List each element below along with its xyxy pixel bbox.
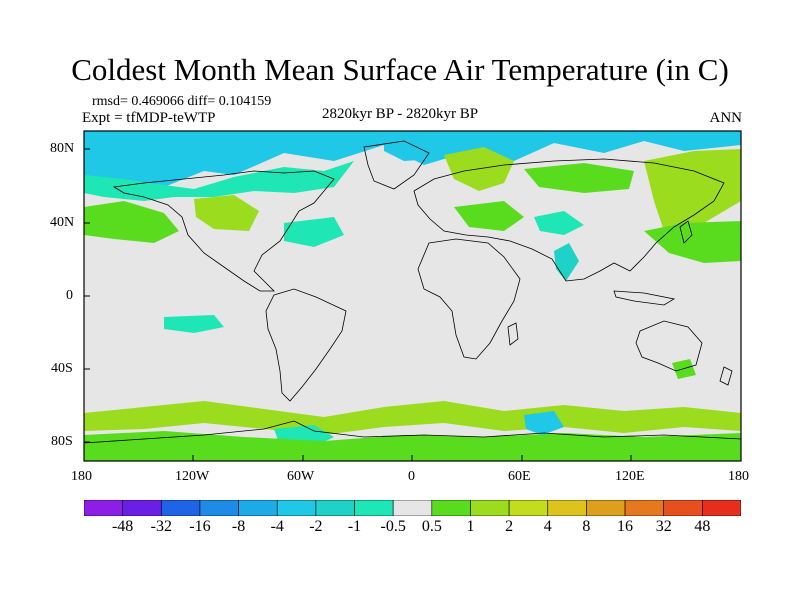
colorbar xyxy=(84,500,741,516)
anomaly-region-north-atlantic-cool xyxy=(284,217,344,247)
season-label: ANN xyxy=(709,110,743,126)
colorbar-swatch-16 xyxy=(702,500,741,516)
colorbar-label-8: 0.5 xyxy=(421,518,442,535)
lat-tick-40s: 40S xyxy=(51,361,73,376)
anomaly-region-asia-cool xyxy=(534,211,584,235)
lat-tick-40n: 40N xyxy=(50,215,75,230)
colorbar-swatch-1 xyxy=(122,500,162,516)
coastline-japan xyxy=(679,220,693,244)
map-title: Coldest Month Mean Surface Air Temperatu… xyxy=(71,52,729,87)
colorbar-swatch-6 xyxy=(315,500,355,516)
lon-tick-60w: 60W xyxy=(287,469,315,484)
anomaly-region-north-pacific-warm xyxy=(84,201,179,243)
lat-tick-80s: 80S xyxy=(51,434,73,449)
anomaly-region-canada-warm xyxy=(194,195,259,231)
colorbar-label-3: -8 xyxy=(231,518,246,535)
colorbar-label-11: 4 xyxy=(543,518,552,535)
anomaly-region-greenland-cool xyxy=(384,131,454,161)
anomaly-region-antarctica-warm xyxy=(84,431,741,461)
colorbar-swatch-11 xyxy=(508,500,549,516)
anomaly-region-arctic-cool-2 xyxy=(84,161,354,201)
lon-tick-60e: 60E xyxy=(508,469,531,484)
coastline-greenland xyxy=(363,140,430,190)
colorbar-swatch-4 xyxy=(238,500,278,516)
period-label: 2820kyr BP - 2820kyr BP xyxy=(321,106,479,122)
coastline-africa xyxy=(417,238,521,360)
lat-tick-80n: 80N xyxy=(50,141,75,156)
colorbar-swatch-0 xyxy=(84,500,123,516)
colorbar-label-13: 16 xyxy=(617,518,634,535)
anomaly-region-west-pacific-warm xyxy=(644,221,741,263)
colorbar-swatch-14 xyxy=(624,500,665,516)
anomaly-region-antarctica-cool xyxy=(524,411,564,435)
experiment-label: Expt = tfMDP-teWTP xyxy=(82,110,216,126)
coastline-antarctica xyxy=(83,420,742,444)
colorbar-label-0: -48 xyxy=(111,518,134,535)
colorbar-swatch-8 xyxy=(392,500,433,516)
anomaly-regions xyxy=(84,131,741,461)
lon-tick-180e: 180 xyxy=(728,469,749,484)
anomaly-region-southern-ocean-warm xyxy=(84,401,741,435)
coastlines xyxy=(83,140,742,444)
lat-tick-eq: 0 xyxy=(66,288,73,303)
colorbar-swatch-10 xyxy=(470,500,510,516)
coastline-indonesia xyxy=(613,290,676,306)
anomaly-region-east-pacific-cool xyxy=(164,315,224,333)
map-ticks xyxy=(84,148,632,461)
lon-tick-180w: 180 xyxy=(71,469,92,484)
colorbar-swatch-2 xyxy=(160,500,201,516)
colorbar-label-5: -2 xyxy=(309,518,323,535)
coastline-north-america xyxy=(112,170,335,292)
lon-tick-120e: 120E xyxy=(615,469,645,484)
colorbar-label-12: 8 xyxy=(582,518,591,535)
colorbar-swatch-15 xyxy=(663,500,703,516)
colorbar-swatch-3 xyxy=(199,500,239,516)
colorbar-label-14: 32 xyxy=(655,518,672,535)
colorbar-label-15: 48 xyxy=(694,518,711,535)
colorbar-label-9: 1 xyxy=(466,518,475,535)
stats-text: rmsd= 0.469066 diff= 0.104159 xyxy=(92,94,272,109)
colorbar-swatch-5 xyxy=(276,500,317,516)
colorbar-label-2: -16 xyxy=(189,518,211,535)
colorbar-label-1: -32 xyxy=(150,518,172,535)
anomaly-region-east-siberia-warm xyxy=(644,149,741,241)
coastline-eurasia xyxy=(413,158,725,282)
coastline-new-zealand xyxy=(719,366,733,386)
colorbar-swatch-12 xyxy=(547,500,587,516)
colorbar-label-6: -1 xyxy=(347,518,362,535)
colorbar-label-4: -4 xyxy=(270,518,284,535)
colorbar-label-7: -0.5 xyxy=(380,518,406,535)
coastline-australia xyxy=(635,320,703,372)
colorbar-label-10: 2 xyxy=(505,518,514,535)
temperature-anomaly-map xyxy=(83,130,742,462)
anomaly-region-north-asia-warm xyxy=(524,163,634,193)
anomaly-region-europe-warm xyxy=(454,201,524,231)
colorbar-swatch-9 xyxy=(431,500,471,516)
lon-tick-120w: 120W xyxy=(175,469,210,484)
coastline-madagascar xyxy=(507,322,519,346)
colorbar-swatch-13 xyxy=(586,500,626,516)
lon-tick-0: 0 xyxy=(408,469,415,484)
coastline-south-america xyxy=(265,288,347,402)
colorbar-swatch-7 xyxy=(354,500,394,516)
